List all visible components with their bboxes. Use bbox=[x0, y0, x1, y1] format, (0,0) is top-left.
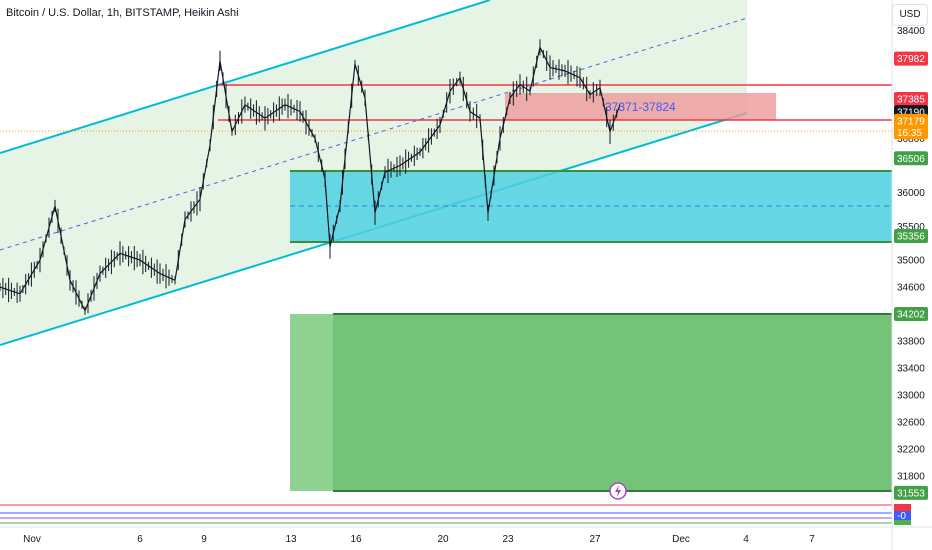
price-tag-timer bbox=[894, 113, 928, 128]
price-tag-support bbox=[894, 229, 928, 243]
demand-zone-edge bbox=[290, 314, 333, 491]
y-tick-label: 32600 bbox=[897, 418, 925, 429]
currency-button[interactable]: USD bbox=[892, 4, 928, 26]
price-axis[interactable]: 38400 36800 36000 35500 35000 34600 33800 33400… bbox=[897, 26, 925, 483]
time-axis[interactable]: Nov 6 9 13 16 20 23 27 Dec 4 7 bbox=[23, 534, 815, 545]
sell-zone[interactable] bbox=[505, 93, 776, 120]
indicator-tag-blue-text: -0 bbox=[897, 511, 906, 522]
x-tick-label: 27 bbox=[589, 534, 601, 545]
price-tag-label: 37190 bbox=[897, 108, 925, 119]
price-tag-demand bbox=[894, 307, 928, 321]
y-tick-label: 34600 bbox=[897, 283, 925, 294]
x-tick-label: 7 bbox=[809, 534, 815, 545]
price-tag-label: 37982 bbox=[897, 54, 925, 65]
y-tick-label: 33000 bbox=[897, 391, 925, 402]
y-tick-label: 36000 bbox=[897, 188, 925, 199]
price-tag-label: 35356 bbox=[897, 232, 925, 243]
price-axis-bg bbox=[892, 0, 932, 550]
y-tick-label: 33400 bbox=[897, 364, 925, 375]
channel-mid-line bbox=[0, 17, 748, 251]
x-tick-label: 23 bbox=[502, 534, 514, 545]
price-tag-label: 37385 bbox=[897, 95, 925, 106]
y-tick-label: 38400 bbox=[897, 26, 925, 37]
x-tick-label: 4 bbox=[743, 534, 749, 545]
price-tag-label: 37179 bbox=[897, 116, 925, 127]
x-tick-label: 16 bbox=[350, 534, 362, 545]
lightning-icon[interactable] bbox=[609, 482, 627, 500]
price-tag-label: 36506 bbox=[897, 154, 925, 165]
y-tick-label: 35000 bbox=[897, 256, 925, 267]
sell-zone-label: 37371-37824 bbox=[605, 100, 676, 114]
x-tick-label: Dec bbox=[672, 534, 690, 545]
indicator-tag-green bbox=[894, 520, 911, 525]
channel-upper-line[interactable] bbox=[0, 0, 491, 154]
x-tick-label: Nov bbox=[23, 534, 41, 545]
y-tick-label: 32200 bbox=[897, 445, 925, 456]
x-tick-label: 6 bbox=[137, 534, 143, 545]
price-tag-timer bbox=[894, 125, 928, 140]
price-tag-resistance bbox=[894, 92, 928, 106]
x-tick-label: 13 bbox=[285, 534, 297, 545]
y-tick-label: 33800 bbox=[897, 337, 925, 348]
y-tick-label: 31800 bbox=[897, 472, 925, 483]
price-tag-support bbox=[894, 151, 928, 166]
y-tick-label: 36800 bbox=[897, 134, 925, 145]
x-tick-label: 9 bbox=[201, 534, 207, 545]
price-tag-label: 16:35 bbox=[897, 128, 922, 139]
chart-title: Bitcoin / U.S. Dollar, 1h, BITSTAMP, Hei… bbox=[6, 7, 239, 19]
demand-zone[interactable] bbox=[290, 314, 892, 491]
price-tag-resistance bbox=[894, 51, 928, 66]
x-tick-label: 20 bbox=[437, 534, 449, 545]
y-tick-label: 35500 bbox=[897, 222, 925, 233]
price-tag-label: 31553 bbox=[897, 488, 925, 499]
price-path[interactable] bbox=[0, 45, 621, 313]
price-tag-demand bbox=[894, 485, 928, 500]
price-tag-label: 34202 bbox=[897, 310, 925, 321]
indicator-tag-red bbox=[894, 504, 911, 511]
indicator-tag-blue bbox=[894, 511, 911, 520]
